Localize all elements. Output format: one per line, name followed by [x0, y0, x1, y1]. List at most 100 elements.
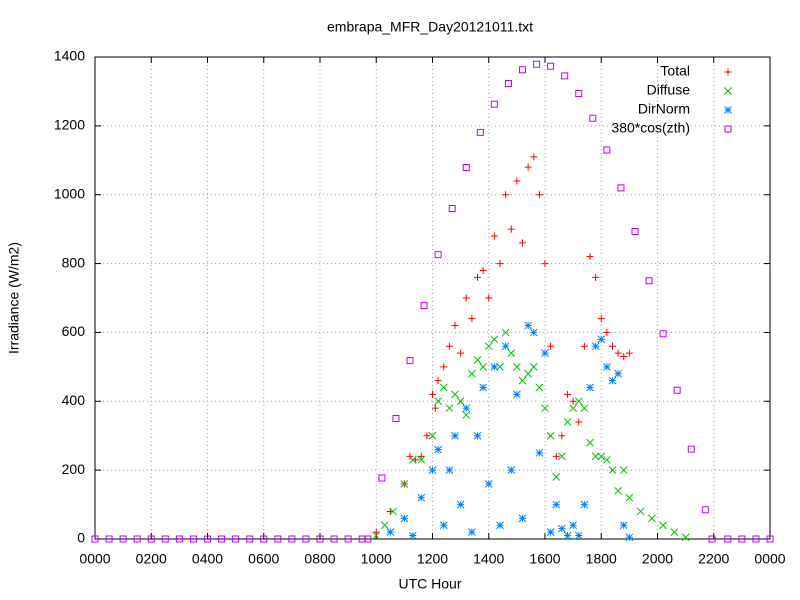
- data-point: [468, 369, 476, 378]
- data-point: [614, 486, 622, 495]
- data-point: [364, 535, 372, 543]
- data-point: [558, 524, 566, 533]
- data-point: [530, 153, 538, 161]
- data-point: [496, 260, 504, 268]
- data-point: [246, 535, 254, 543]
- data-point: [380, 521, 389, 530]
- data-point: [518, 514, 527, 523]
- data-point: [462, 294, 470, 302]
- data-point: [439, 383, 448, 392]
- x-tick-label: 0200: [136, 551, 167, 567]
- data-point: [496, 363, 504, 371]
- data-point: [147, 535, 155, 543]
- data-point: [502, 191, 510, 199]
- data-point: [625, 349, 633, 357]
- data-point: [648, 514, 656, 523]
- data-point: [408, 455, 417, 464]
- data-point: [473, 356, 482, 364]
- data-point: [708, 535, 716, 543]
- data-point: [625, 533, 634, 542]
- data-point: [316, 535, 324, 543]
- data-point: [603, 328, 611, 336]
- x-tick-label: 2000: [642, 551, 673, 567]
- data-point: [614, 369, 622, 378]
- data-point: [608, 376, 617, 385]
- data-point: [445, 342, 453, 350]
- legend-marker: [724, 87, 732, 95]
- data-point: [428, 431, 437, 440]
- data-point: [724, 535, 732, 543]
- data-point: [330, 535, 338, 543]
- data-point: [468, 315, 476, 323]
- legend-label: Diffuse: [647, 82, 691, 98]
- data-point: [541, 260, 549, 268]
- x-tick-label: 0000: [754, 551, 785, 567]
- data-point: [434, 251, 442, 259]
- data-point: [232, 535, 240, 543]
- data-point: [456, 397, 465, 406]
- data-point: [423, 432, 431, 440]
- data-point: [535, 191, 543, 199]
- data-point: [518, 376, 527, 385]
- data-point: [558, 432, 566, 440]
- y-tick-label: 800: [62, 254, 86, 270]
- data-point: [105, 535, 113, 543]
- data-point: [479, 383, 487, 392]
- data-point: [451, 322, 459, 330]
- data-point: [614, 349, 622, 357]
- x-tick-label: 1000: [361, 551, 392, 567]
- data-point: [392, 415, 400, 422]
- data-point: [302, 535, 310, 543]
- x-axis-label: UTC Hour: [398, 576, 461, 592]
- data-point: [575, 89, 583, 97]
- data-point: [445, 404, 454, 413]
- data-point: [440, 363, 448, 371]
- data-point: [670, 528, 679, 536]
- data-point: [580, 342, 588, 350]
- x-tick-label: 1600: [529, 551, 560, 567]
- data-point: [524, 321, 532, 330]
- data-point: [434, 377, 442, 385]
- data-point: [274, 535, 282, 543]
- data-point: [619, 466, 628, 474]
- data-point: [766, 535, 774, 543]
- data-point: [434, 445, 442, 454]
- data-point: [597, 452, 606, 461]
- data-point: [586, 438, 594, 447]
- data-point: [513, 363, 521, 371]
- data-point: [541, 349, 549, 357]
- data-point: [91, 535, 99, 543]
- y-tick-label: 0: [77, 530, 85, 546]
- data-point: [431, 404, 439, 412]
- data-point: [344, 535, 352, 543]
- data-point: [603, 455, 611, 464]
- y-tick-label: 1200: [54, 117, 85, 133]
- data-point: [524, 163, 532, 171]
- chart-title: embrapa_MFR_Day20121011.txt: [327, 19, 533, 35]
- legend-marker: [724, 68, 732, 76]
- data-point: [564, 390, 571, 398]
- legend-marker: [724, 106, 732, 114]
- data-point: [260, 535, 268, 543]
- data-point: [479, 363, 487, 371]
- data-point: [552, 500, 561, 509]
- legend-label: Total: [660, 63, 690, 79]
- data-point: [462, 404, 471, 413]
- data-point: [445, 466, 454, 474]
- data-point: [490, 100, 498, 108]
- data-point: [462, 411, 471, 419]
- data-point: [288, 535, 296, 543]
- legend-label: 380*cos(zth): [611, 120, 690, 136]
- x-tick-label: 0800: [304, 551, 335, 567]
- data-point: [591, 342, 600, 351]
- y-tick-label: 1400: [54, 48, 85, 64]
- data-point: [439, 521, 448, 530]
- data-point: [563, 418, 572, 426]
- data-point: [597, 315, 605, 323]
- data-point: [687, 445, 695, 453]
- data-point: [617, 184, 625, 192]
- data-point: [386, 528, 395, 536]
- data-point: [451, 390, 459, 399]
- data-point: [597, 335, 606, 344]
- data-point: [513, 390, 521, 399]
